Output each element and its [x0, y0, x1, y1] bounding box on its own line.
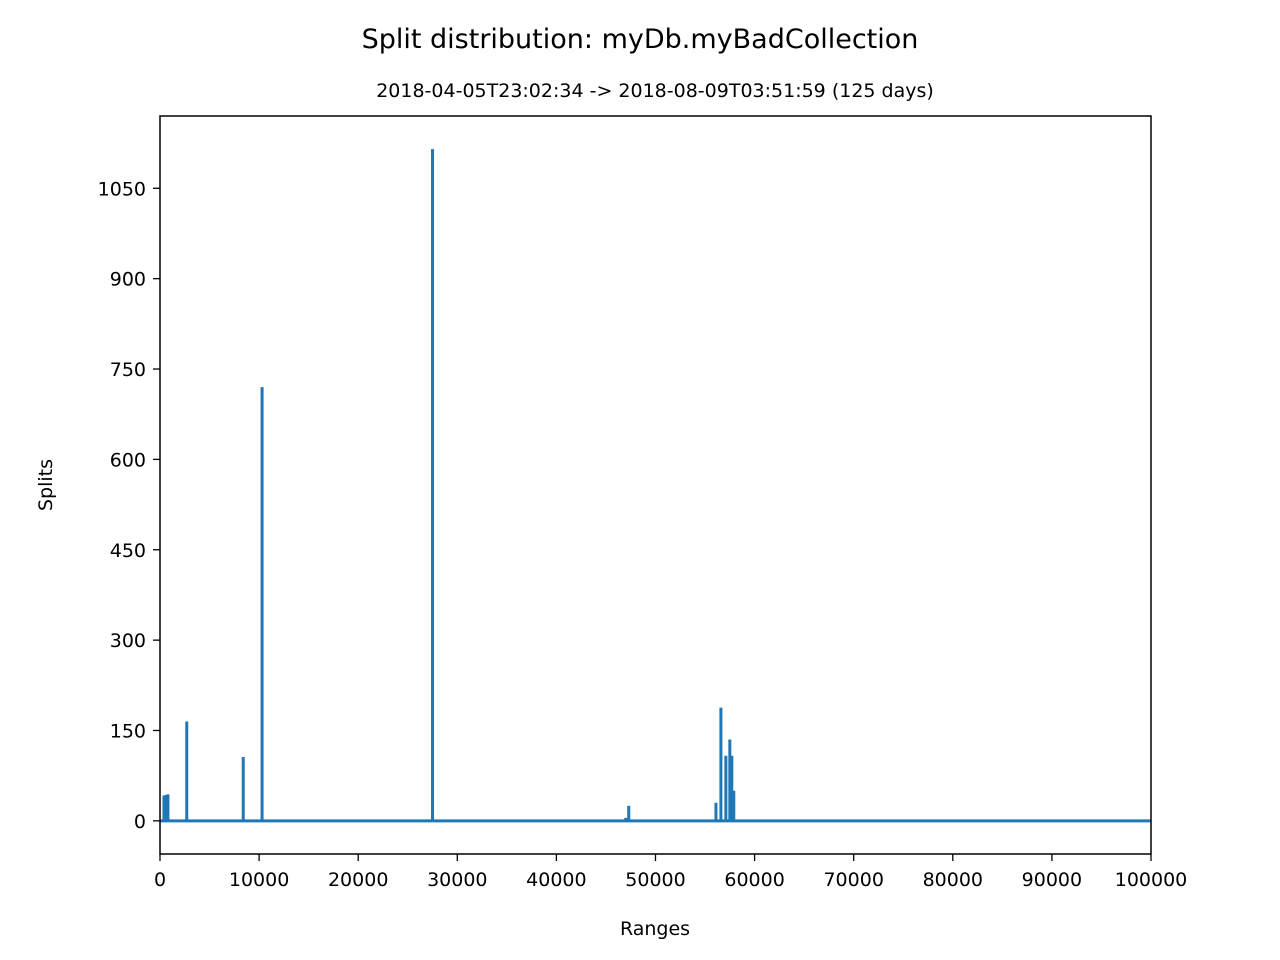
plot-frame	[159, 115, 1152, 855]
x-tick-label: 70000	[823, 869, 883, 891]
x-tick-label: 60000	[724, 869, 784, 891]
y-tick-label: 1050	[98, 178, 146, 200]
y-axis-ticks: 0 150 300 450 600 750 900 1050	[98, 178, 160, 833]
chart-title: Split distribution: myDb.myBadCollection	[362, 24, 919, 55]
y-tick-label: 300	[110, 630, 146, 652]
y-tick-label: 450	[110, 540, 146, 562]
x-tick-label: 90000	[1022, 869, 1082, 891]
chart-subtitle: 2018-04-05T23:02:34 -> 2018-08-09T03:51:…	[376, 80, 934, 102]
data-layer	[160, 149, 1151, 823]
y-tick-label: 750	[110, 359, 146, 381]
x-tick-label: 20000	[328, 869, 388, 891]
y-tick-label: 0	[134, 811, 146, 833]
y-tick-label: 900	[110, 269, 146, 291]
y-tick-label: 600	[110, 449, 146, 471]
x-tick-label: 40000	[526, 869, 586, 891]
x-tick-label: 80000	[923, 869, 983, 891]
y-axis-label: Splits	[35, 459, 57, 511]
x-axis-label: Ranges	[620, 918, 690, 940]
x-tick-label: 50000	[625, 869, 685, 891]
x-tick-label: 10000	[229, 869, 289, 891]
y-tick-label: 150	[110, 720, 146, 742]
x-tick-label: 0	[154, 869, 166, 891]
x-tick-label: 100000	[1115, 869, 1188, 891]
x-axis-ticks: 0 10000 20000 30000 40000 50000 60000 70000 8000…	[154, 854, 1187, 891]
x-tick-label: 30000	[427, 869, 487, 891]
